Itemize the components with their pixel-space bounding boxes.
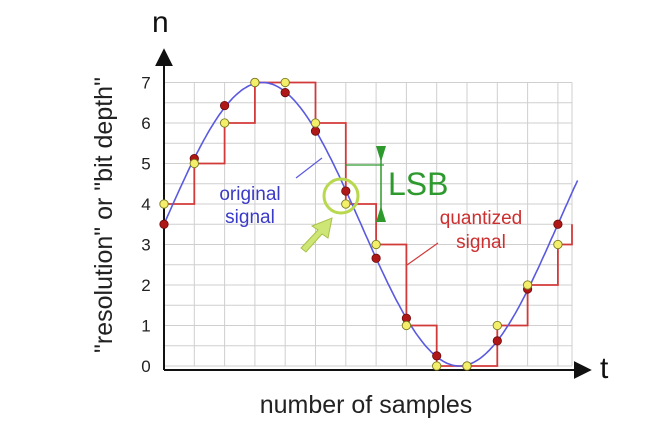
y-tick-label: 0: [141, 357, 150, 376]
sample-point: [553, 219, 563, 229]
quantized-point: [371, 239, 381, 250]
original-curve: [163, 81, 579, 367]
quantized-point: [219, 118, 230, 128]
y-tick-label: 1: [141, 317, 150, 336]
sample-point: [310, 126, 321, 136]
quantized-signal-label: quantized signal: [406, 208, 522, 266]
quantized-point: [310, 118, 321, 128]
lsb-marker: LSB: [300, 146, 448, 253]
sample-point: [341, 186, 351, 196]
y-tick-label: 6: [141, 114, 150, 133]
sample-points: [159, 77, 563, 371]
y-tick-label: 2: [141, 276, 150, 295]
original-label-line2: signal: [225, 207, 275, 228]
x-axis-title: number of samples: [260, 391, 473, 419]
quantized-point: [280, 77, 290, 88]
lsb-arrow-bottom-icon: [376, 206, 386, 222]
original-pointer-line: [295, 157, 323, 179]
quantized-point: [189, 158, 199, 169]
y-tick-label: 5: [141, 155, 150, 174]
original-signal-label: original signal: [219, 157, 323, 228]
original-label-line1: original: [219, 184, 280, 205]
sample-point: [159, 219, 169, 229]
quantized-point: [250, 77, 260, 88]
quantized-label-line2: signal: [456, 232, 506, 253]
y-tick-label: 4: [141, 195, 150, 214]
quantized-point: [492, 320, 502, 331]
sample-point: [280, 88, 290, 98]
y-tick-labels: 0 1 2 3 4 5 6 7: [141, 74, 150, 377]
quantized-pointer-line: [406, 242, 439, 266]
highlight-arrow-icon: [300, 217, 333, 253]
lsb-arrow-top-icon: [376, 146, 386, 162]
y-tick-label: 7: [141, 74, 150, 93]
lsb-highlight-circle: [322, 177, 360, 215]
quantized-point: [462, 361, 472, 371]
sample-point: [492, 336, 502, 346]
sample-point: [220, 100, 230, 111]
quantized-point: [522, 280, 533, 290]
quantized-point: [341, 199, 351, 209]
quantized-point: [553, 239, 563, 250]
lsb-label: LSB: [388, 166, 448, 202]
y-tick-label: 3: [141, 236, 150, 255]
sample-point: [371, 253, 381, 263]
x-axis-letter: t: [600, 352, 609, 385]
quantized-label-line1: quantized: [440, 208, 522, 229]
quantized-point: [159, 199, 169, 209]
y-axis-letter: n: [152, 6, 169, 39]
quantized-point: [401, 320, 412, 331]
original-signal: [163, 81, 579, 367]
y-axis-title: "resolution" or "bit depth": [90, 77, 118, 353]
sample-point: [432, 351, 442, 361]
quantized-point: [432, 361, 442, 371]
